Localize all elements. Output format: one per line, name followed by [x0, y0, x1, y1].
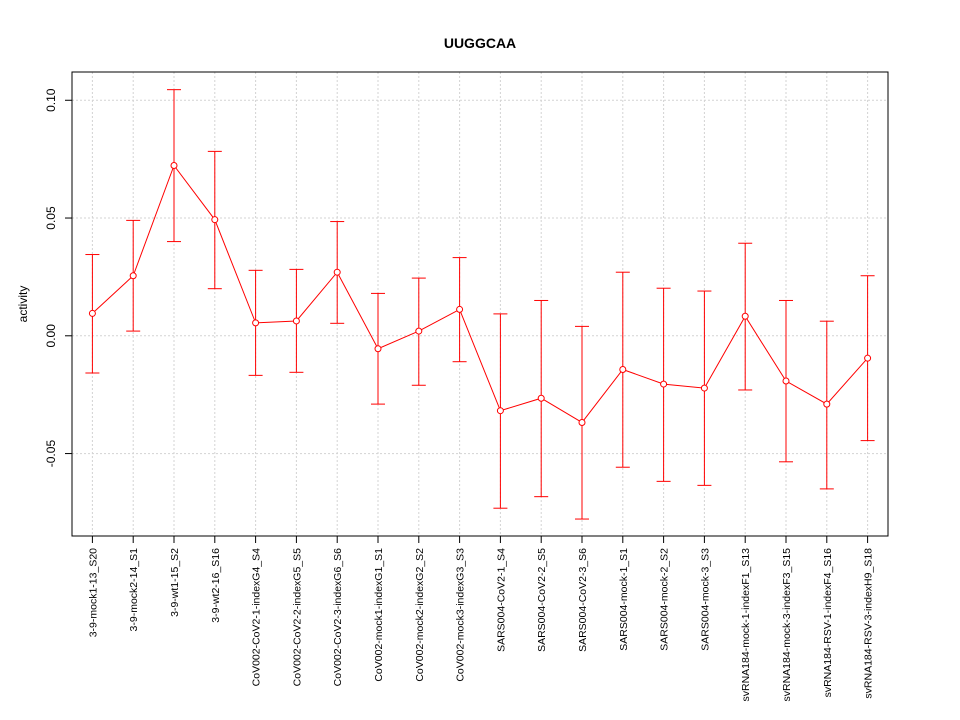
- x-tick-label: svRNA184-mock-1-indexF1_S13: [740, 548, 752, 702]
- x-tick-label: 3-9-wt1-15_S2: [169, 548, 181, 617]
- data-point: [211, 216, 219, 224]
- x-tick-label: svRNA184-RSV-1-indexF4_S16: [822, 548, 834, 698]
- x-tick-label: CoV002-CoV2-3-indexG6_S6: [332, 548, 344, 686]
- data-point: [456, 305, 464, 313]
- data-point: [496, 407, 504, 415]
- data-point: [741, 312, 749, 320]
- series-group: [85, 89, 875, 520]
- data-point: [333, 268, 341, 276]
- plot-frame: [71, 71, 889, 537]
- x-tick-label: svRNA184-RSV-3-indexH9_S18: [863, 548, 875, 699]
- x-tick-label: CoV002-mock3-indexG3_S3: [455, 548, 467, 682]
- data-point: [619, 365, 627, 373]
- x-tick-label: CoV002-CoV2-2-indexG5_S5: [291, 548, 303, 686]
- data-point: [700, 384, 708, 392]
- x-tick-label: SARS004-mock-1_S1: [618, 548, 630, 651]
- data-point: [864, 354, 872, 362]
- x-tick-label: SARS004-mock-2_S2: [659, 548, 671, 651]
- x-tick-label: SARS004-CoV2-1_S4: [495, 548, 507, 652]
- x-tick-label: svRNA184-mock-3-indexF3_S15: [781, 548, 793, 702]
- y-axis-label: activity: [16, 286, 30, 323]
- axes: 0.10 0.05 0.00 -0.05 3-9-mock1-13_S20 3-9-moc…: [44, 88, 875, 701]
- data-point: [170, 162, 178, 170]
- x-tick-label: SARS004-mock-3_S3: [699, 548, 711, 651]
- x-tick-label: 3-9-mock2-14_S1: [128, 548, 140, 632]
- data-point: [292, 317, 300, 325]
- y-tick-label: 0.00: [44, 324, 58, 348]
- data-point: [252, 319, 260, 327]
- y-tick-label: 0.05: [44, 206, 58, 230]
- data-point: [578, 418, 586, 426]
- data-point: [782, 377, 790, 385]
- series-line: [92, 164, 868, 424]
- x-tick-label: SARS004-CoV2-3_S6: [577, 548, 589, 652]
- data-point: [823, 400, 831, 408]
- x-tick-label: CoV002-mock2-indexG2_S2: [414, 548, 426, 682]
- x-tick-label: CoV002-CoV2-1-indexG4_S4: [251, 548, 263, 686]
- data-point: [129, 272, 137, 280]
- grid-lines: [72, 72, 888, 536]
- chart-title: UUGGCAA: [444, 35, 516, 51]
- data-point: [415, 327, 423, 335]
- x-tick-label: 3-9-wt2-16_S16: [210, 548, 222, 623]
- data-point: [88, 309, 96, 317]
- x-tick-label: SARS004-CoV2-2_S5: [536, 548, 548, 652]
- data-point: [374, 345, 382, 353]
- x-tick-label: 3-9-mock1-13_S20: [87, 548, 99, 637]
- y-tick-label: -0.05: [44, 440, 58, 468]
- x-tick-label: CoV002-mock1-indexG1_S1: [373, 548, 385, 682]
- y-tick-label: 0.10: [44, 88, 58, 112]
- data-point: [537, 394, 545, 402]
- data-point: [660, 380, 668, 388]
